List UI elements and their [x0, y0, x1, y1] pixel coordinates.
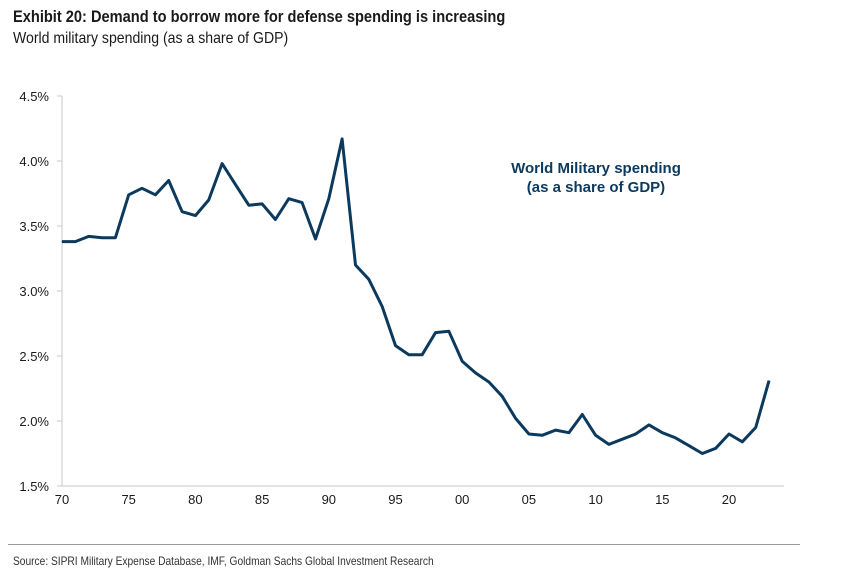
data-point-2020	[728, 433, 730, 435]
data-point-2018	[701, 453, 703, 454]
y-tick-label: 2.5%	[19, 349, 49, 364]
data-point-2019	[715, 447, 717, 449]
data-point-1979	[181, 211, 183, 213]
data-point-1973	[101, 237, 103, 239]
data-point-1985	[261, 203, 263, 205]
series-line-world-military-spending	[62, 137, 771, 455]
footer-divider	[8, 544, 800, 545]
data-point-1971	[74, 241, 76, 243]
data-point-2013	[635, 433, 637, 435]
x-tick-label: 75	[121, 492, 135, 507]
data-point-1988	[301, 202, 303, 204]
data-point-1970	[61, 241, 63, 243]
data-point-2005	[528, 433, 530, 435]
data-point-1972	[88, 235, 90, 237]
data-point-1981	[208, 199, 210, 201]
data-point-2021	[741, 441, 743, 443]
data-point-2023	[768, 380, 770, 382]
data-point-1987	[288, 198, 290, 200]
y-tick-label: 1.5%	[19, 479, 49, 494]
data-point-1995	[395, 345, 396, 347]
x-tick-label: 10	[588, 492, 602, 507]
source-note: Source: SIPRI Military Expense Database,…	[13, 554, 434, 568]
annotation-line-2: (as a share of GDP)	[527, 179, 665, 196]
data-point-1989	[314, 238, 316, 240]
y-tick-label: 4.0%	[19, 154, 49, 169]
data-point-1998	[435, 332, 437, 334]
data-point-2012	[621, 438, 623, 440]
data-point-2003	[501, 395, 503, 397]
x-tick-label: 20	[722, 492, 736, 507]
data-point-2011	[608, 443, 610, 445]
data-point-2001	[475, 372, 477, 374]
x-tick-label: 00	[455, 492, 469, 507]
data-point-2022	[755, 427, 757, 428]
data-point-2008	[568, 432, 570, 434]
data-point-2014	[648, 424, 650, 426]
x-tick-label: 05	[522, 492, 536, 507]
data-point-2009	[581, 414, 583, 415]
x-tick-label: 90	[322, 492, 336, 507]
data-point-2010	[595, 434, 597, 436]
data-point-1977	[154, 194, 156, 196]
x-tick-label: 95	[388, 492, 402, 507]
data-point-2002	[488, 381, 490, 383]
chart-title: Exhibit 20: Demand to borrow more for de…	[13, 7, 506, 26]
data-point-2016	[675, 437, 677, 439]
data-point-1978	[168, 180, 170, 181]
data-point-1986	[274, 219, 276, 220]
x-tick-label: 70	[55, 492, 69, 507]
data-point-2007	[555, 429, 557, 431]
data-point-2000	[461, 360, 463, 362]
data-point-1982	[221, 163, 223, 165]
data-point-1996	[408, 354, 410, 356]
data-point-1999	[448, 330, 450, 332]
y-tick-label: 3.0%	[19, 284, 49, 299]
x-tick-label: 85	[255, 492, 269, 507]
y-tick-label: 3.5%	[19, 219, 49, 234]
data-point-1975	[128, 194, 130, 196]
x-tick-label: 15	[655, 492, 669, 507]
y-tick-label: 4.5%	[19, 89, 49, 104]
data-point-1990	[328, 198, 330, 200]
data-point-2015	[661, 432, 663, 434]
data-point-1991	[341, 138, 343, 140]
data-point-2017	[688, 445, 690, 447]
y-tick-label: 2.0%	[19, 414, 49, 429]
annotation-line-1: World Military spending	[511, 160, 681, 177]
data-point-1992	[354, 264, 356, 266]
data-point-1983	[234, 183, 236, 185]
data-point-2006	[541, 434, 543, 436]
data-point-1976	[141, 187, 143, 189]
data-point-1974	[114, 237, 116, 239]
data-point-1994	[381, 306, 383, 308]
data-point-2004	[515, 417, 517, 419]
data-point-1993	[368, 278, 370, 280]
x-tick-label: 80	[188, 492, 202, 507]
data-point-1997	[421, 354, 423, 356]
chart-subtitle: World military spending (as a share of G…	[13, 30, 289, 47]
data-point-1980	[194, 215, 196, 217]
data-point-1984	[248, 204, 250, 206]
